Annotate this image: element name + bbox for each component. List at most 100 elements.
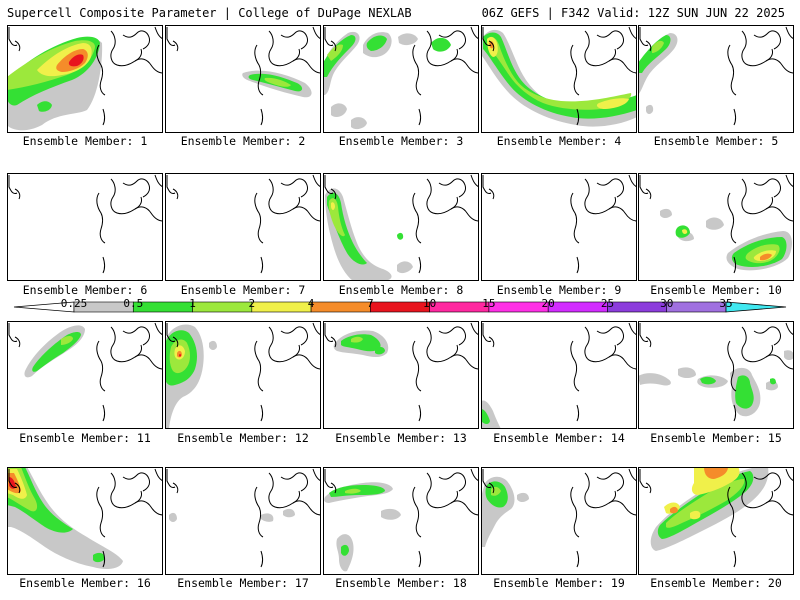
coastline xyxy=(470,26,479,40)
coastline xyxy=(482,323,492,342)
member-caption: Ensemble Member: 6 xyxy=(22,283,148,297)
coastline xyxy=(254,192,264,244)
coastline xyxy=(753,178,781,198)
coastline xyxy=(753,326,781,346)
coastline xyxy=(134,48,142,62)
member-caption: Ensemble Member: 9 xyxy=(496,283,622,297)
ensemble-member-panel xyxy=(165,321,321,429)
scp-contour-gray xyxy=(397,261,413,274)
coastline xyxy=(172,188,179,200)
ensemble-member-panel xyxy=(323,467,479,575)
coastline xyxy=(312,26,321,40)
ensemble-member-panel xyxy=(481,173,637,281)
scp-contour-lightgreen xyxy=(264,77,291,87)
coastline xyxy=(608,48,616,62)
coastline xyxy=(785,174,794,188)
member-caption: Ensemble Member: 11 xyxy=(19,431,151,445)
scp-contour-green xyxy=(735,375,754,409)
scp-contour-gray xyxy=(283,508,295,518)
coastline xyxy=(727,486,737,538)
coastline xyxy=(8,27,18,46)
coastline xyxy=(280,178,308,198)
panel-frame xyxy=(7,173,163,281)
coastline xyxy=(438,472,466,492)
coastline xyxy=(628,322,637,336)
coastline xyxy=(14,188,21,200)
coastline xyxy=(122,30,150,50)
scp-contour-gray xyxy=(323,31,360,95)
ensemble-member-panel xyxy=(323,173,479,281)
coastline xyxy=(312,174,321,188)
panel-frame xyxy=(165,321,321,429)
member-map xyxy=(638,467,794,575)
member-map xyxy=(638,25,794,133)
member-map xyxy=(638,173,794,281)
colorbar-tick-label: 25 xyxy=(600,297,615,310)
coastline xyxy=(438,178,466,198)
ensemble-member-panel xyxy=(165,467,321,575)
coastline xyxy=(639,469,649,488)
coastline xyxy=(450,48,458,62)
member-caption: Ensemble Member: 14 xyxy=(493,431,625,445)
colorbar-tick-label: 20 xyxy=(541,297,555,310)
ensemble-member-panel xyxy=(165,173,321,281)
ensemble-member-panel xyxy=(638,467,794,575)
coastline xyxy=(470,174,479,188)
coastline xyxy=(727,340,737,392)
coastline xyxy=(470,322,479,336)
scp-contour-gray xyxy=(398,33,418,46)
scp-contour-green xyxy=(341,544,349,556)
scp-contour-lightgreen xyxy=(327,44,343,61)
coastline xyxy=(753,30,781,50)
panel-frame xyxy=(638,321,794,429)
panel-frame xyxy=(323,321,479,429)
run-info: 06Z GEFS | F342 Valid: 12Z SUN JUN 22 20… xyxy=(481,6,785,20)
coastline xyxy=(570,192,580,244)
member-map xyxy=(481,321,637,429)
scp-contour-lightgreen xyxy=(345,488,361,494)
coastline xyxy=(110,30,163,74)
scp-contour-gray xyxy=(381,508,401,520)
page-title: Supercell Composite Parameter | College … xyxy=(7,6,412,20)
scp-contour-lightgreen xyxy=(351,336,363,343)
colorbar-swatch xyxy=(429,301,490,313)
colorbar-swatch xyxy=(192,301,253,313)
coastline xyxy=(785,468,794,482)
coastline xyxy=(765,48,773,62)
coastline xyxy=(596,326,624,346)
coastline xyxy=(102,256,105,274)
panel-frame xyxy=(481,173,637,281)
coastline xyxy=(154,174,163,188)
coastline xyxy=(727,192,737,244)
member-map xyxy=(323,173,479,281)
ensemble-member-panel xyxy=(323,321,479,429)
coastline xyxy=(330,482,337,494)
coastline xyxy=(254,340,264,392)
member-caption: Ensemble Member: 4 xyxy=(496,134,622,148)
scp-contour-orange xyxy=(704,467,728,479)
coastline xyxy=(639,27,649,46)
member-map xyxy=(481,467,637,575)
scp-contour-green xyxy=(700,376,716,385)
scp-contour-green xyxy=(323,35,356,77)
coastline xyxy=(8,323,18,342)
scp-contour-green xyxy=(481,409,490,424)
scp-contour-gray xyxy=(660,208,672,218)
coastline xyxy=(584,326,637,370)
colorbar-tick-label: 10 xyxy=(423,297,437,310)
colorbar-tick-label: 0.25 xyxy=(60,297,88,310)
coastline xyxy=(639,323,649,342)
coastline xyxy=(488,40,495,52)
panel-frame xyxy=(481,321,637,429)
coastline xyxy=(330,188,337,200)
coastline xyxy=(733,550,736,568)
coastline xyxy=(268,30,321,74)
scp-contour-yellow xyxy=(331,202,335,210)
coastline xyxy=(785,26,794,40)
coastline xyxy=(268,326,321,370)
scp-contour-lightgreen xyxy=(652,40,664,53)
coastline xyxy=(330,336,337,348)
scp-contour-gray xyxy=(351,117,367,130)
member-map xyxy=(323,467,479,575)
coastline xyxy=(268,472,321,516)
